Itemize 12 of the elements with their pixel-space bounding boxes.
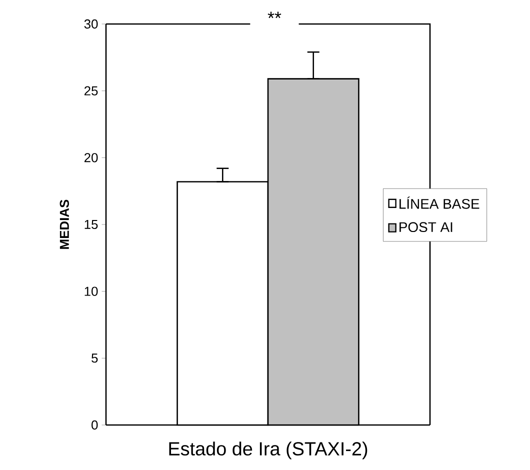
y-tick-label: 25 [84,86,98,96]
legend-label: POST AI [400,222,452,232]
y-tick-label: 15 [84,220,98,230]
x-axis-title: Estado de Ira (STAXI-2) [169,442,368,460]
legend-label: LÍNEA BASE [400,196,480,209]
text: ** [268,12,282,18]
y-tick-label: 30 [84,19,98,29]
y-tick-label: 0 [92,420,98,430]
y-tick-label: 5 [92,354,98,363]
y-axis-title: MEDIAS [60,200,69,249]
y-tick-label: 10 [84,286,98,296]
y-tick-label: 20 [84,153,98,162]
